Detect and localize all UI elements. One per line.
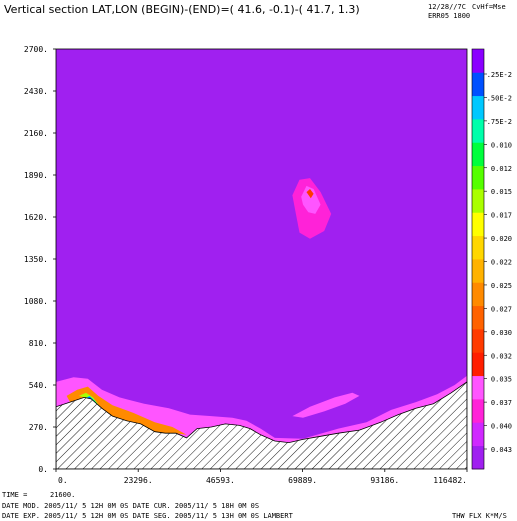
colorbar-label: 0.043 [491,446,512,454]
contour-orange-band [66,386,187,435]
colorbar-swatch [472,352,484,377]
colorbar-swatch [472,422,484,447]
y-tick-label: 1890. [24,171,48,180]
y-tick-label: 1350. [24,255,48,264]
time-label: TIME = [2,491,27,499]
colorbar-swatch [472,329,484,353]
colorbar-label: 0.022 [491,259,512,267]
colorbar-swatch [472,282,484,307]
units-label: THW FLX K*M/S [452,512,507,520]
x-tick-label: 93186. [370,476,399,485]
x-tick-label: 0. [58,476,68,485]
y-axis: 0. 270. 540. 810. 1080. 1350. 1620. 1890. 2160. 2… [24,45,56,474]
colorbar-label: 0.040 [491,423,512,431]
meta-line-1: 12/28//7C [428,3,466,11]
colorbar-swatch [472,305,484,330]
colorbar-swatch [472,212,484,237]
y-tick-label: 810. [29,339,48,348]
colorbar-label: 0.030 [491,329,512,337]
meta-line-3: ERR05 1800 [428,12,470,20]
colorbar-swatch [472,49,484,73]
y-tick-label: 2160. [24,129,48,138]
colorbar-label: 0.017 [491,212,512,220]
colorbar-swatch [472,95,484,120]
colorbar-swatch [472,445,484,470]
y-tick-label: 270. [29,423,48,432]
colorbar-swatch [472,375,484,400]
y-tick-label: 1080. [24,297,48,306]
colorbar-label: .50E-2 [487,94,512,102]
colorbar-frame [471,48,485,470]
y-tick-label: 2700. [24,45,48,54]
colorbar-label: 0.032 [491,352,512,360]
colorbar-label: 0.020 [491,235,512,243]
meta-line-2: CvHf=Mse [472,3,506,11]
colorbar-label: 0.027 [491,305,512,313]
colorbar-swatch [472,259,484,283]
x-tick-label: 116482. [433,476,467,485]
colorbar-swatch [472,165,484,190]
colorbar-label: .25E-2 [487,71,512,79]
contour-upper-blob-core [306,189,314,199]
colorbar-swatch [472,235,484,260]
x-tick-label: 69889. [288,476,317,485]
y-tick-label: 540. [29,381,48,390]
y-tick-label: 0. [38,465,48,474]
colorbar-label: 0.012 [491,165,512,173]
colorbar-swatch [472,142,484,167]
x-axis: 0. 23296. 46593. 69889. 93186. 116482. [55,469,468,485]
colorbar-swatch [472,189,484,213]
footer-dates-line-1: DATE MOD. 2005/11/ 5 12H 0M 0S DATE CUR.… [2,502,259,510]
chart-title: Vertical section LAT,LON (BEGIN)-(END)=(… [4,3,360,16]
x-tick-label: 23296. [124,476,153,485]
colorbar-swatch [472,399,484,423]
colorbar-label: 0.037 [491,399,512,407]
plot-area [56,49,467,469]
colorbar-swatch [472,119,484,143]
colorbar-label: 0.035 [491,376,512,384]
footer-dates-line-2: DATE EXP. 2005/11/ 5 12H 0M 0S DATE SEG.… [2,512,294,520]
contour-blue-core [87,396,93,400]
colorbar-label: 0.010 [491,141,512,149]
time-value: 21600. [50,491,75,499]
x-tick-label: 46593. [206,476,235,485]
colorbar-label: .75E-2 [487,118,512,126]
y-tick-label: 2430. [24,87,48,96]
terrain-orography [56,381,467,469]
contour-upper-blob-mid [301,185,321,214]
contour-plume [292,392,360,418]
y-tick-label: 1620. [24,213,48,222]
colorbar-label: 0.025 [491,282,512,290]
colorbar-swatch [472,72,484,97]
colorbar-label: 0.015 [491,188,512,196]
colorbar: .25E-2 .50E-2 .75E-2 0.010 0.012 0.015 0.017 0.… [471,48,512,470]
